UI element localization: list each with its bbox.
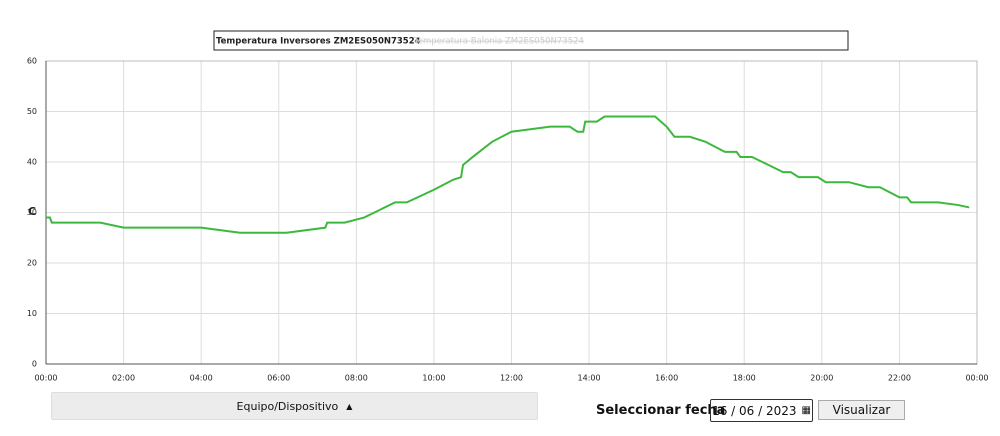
date-value: 16 / 06 / 2023	[712, 403, 797, 418]
y-tick-label: 50	[27, 107, 37, 116]
y-tick-label: 60	[27, 57, 37, 66]
y-tick-label: 10	[27, 309, 37, 318]
data-line	[46, 115, 970, 234]
x-tick-label: 12:00	[500, 374, 523, 383]
y-axis-label: C	[28, 205, 36, 218]
submit-button[interactable]: Visualizar	[818, 400, 905, 420]
x-tick-label: 08:00	[345, 374, 368, 383]
x-tick-label: 02:00	[112, 374, 135, 383]
y-tick-label: 40	[27, 158, 37, 167]
x-tick-label: 22:00	[888, 374, 911, 383]
x-tick-label: 00:00	[965, 374, 988, 383]
x-tick-label: 00:00	[34, 374, 57, 383]
x-tick-label: 16:00	[655, 374, 678, 383]
x-tick-label: 18:00	[733, 374, 756, 383]
legend-entry-hidden[interactable]: Temperatura Balonia ZM2ES050N73524	[413, 37, 584, 47]
y-tick-label: 20	[27, 259, 37, 268]
date-label: Seleccionar fecha	[596, 402, 726, 418]
chart: Temperatura Inversores ZM2ES050N73524 Te…	[27, 30, 989, 383]
x-tick-label: 06:00	[267, 374, 290, 383]
x-tick-label: 04:00	[190, 374, 213, 383]
x-tick-label: 14:00	[578, 374, 601, 383]
device-button-text: Equipo/Dispositivo	[236, 399, 339, 413]
y-tick-label: 0	[32, 360, 37, 369]
caret-icon: ▲	[346, 401, 353, 411]
y-tick-label: 30	[27, 208, 37, 217]
date-input[interactable]: 16 / 06 / 2023 ▦	[710, 399, 813, 422]
x-tick-label: 10:00	[422, 374, 445, 383]
calendar-icon: ▦	[801, 405, 811, 416]
legend-entry[interactable]: Temperatura Inversores ZM2ES050N73524	[216, 37, 421, 47]
legend-box	[213, 30, 849, 51]
device-dropdown[interactable]: Equipo/Dispositivo ▲	[51, 392, 538, 420]
x-tick-label: 20:00	[810, 374, 833, 383]
